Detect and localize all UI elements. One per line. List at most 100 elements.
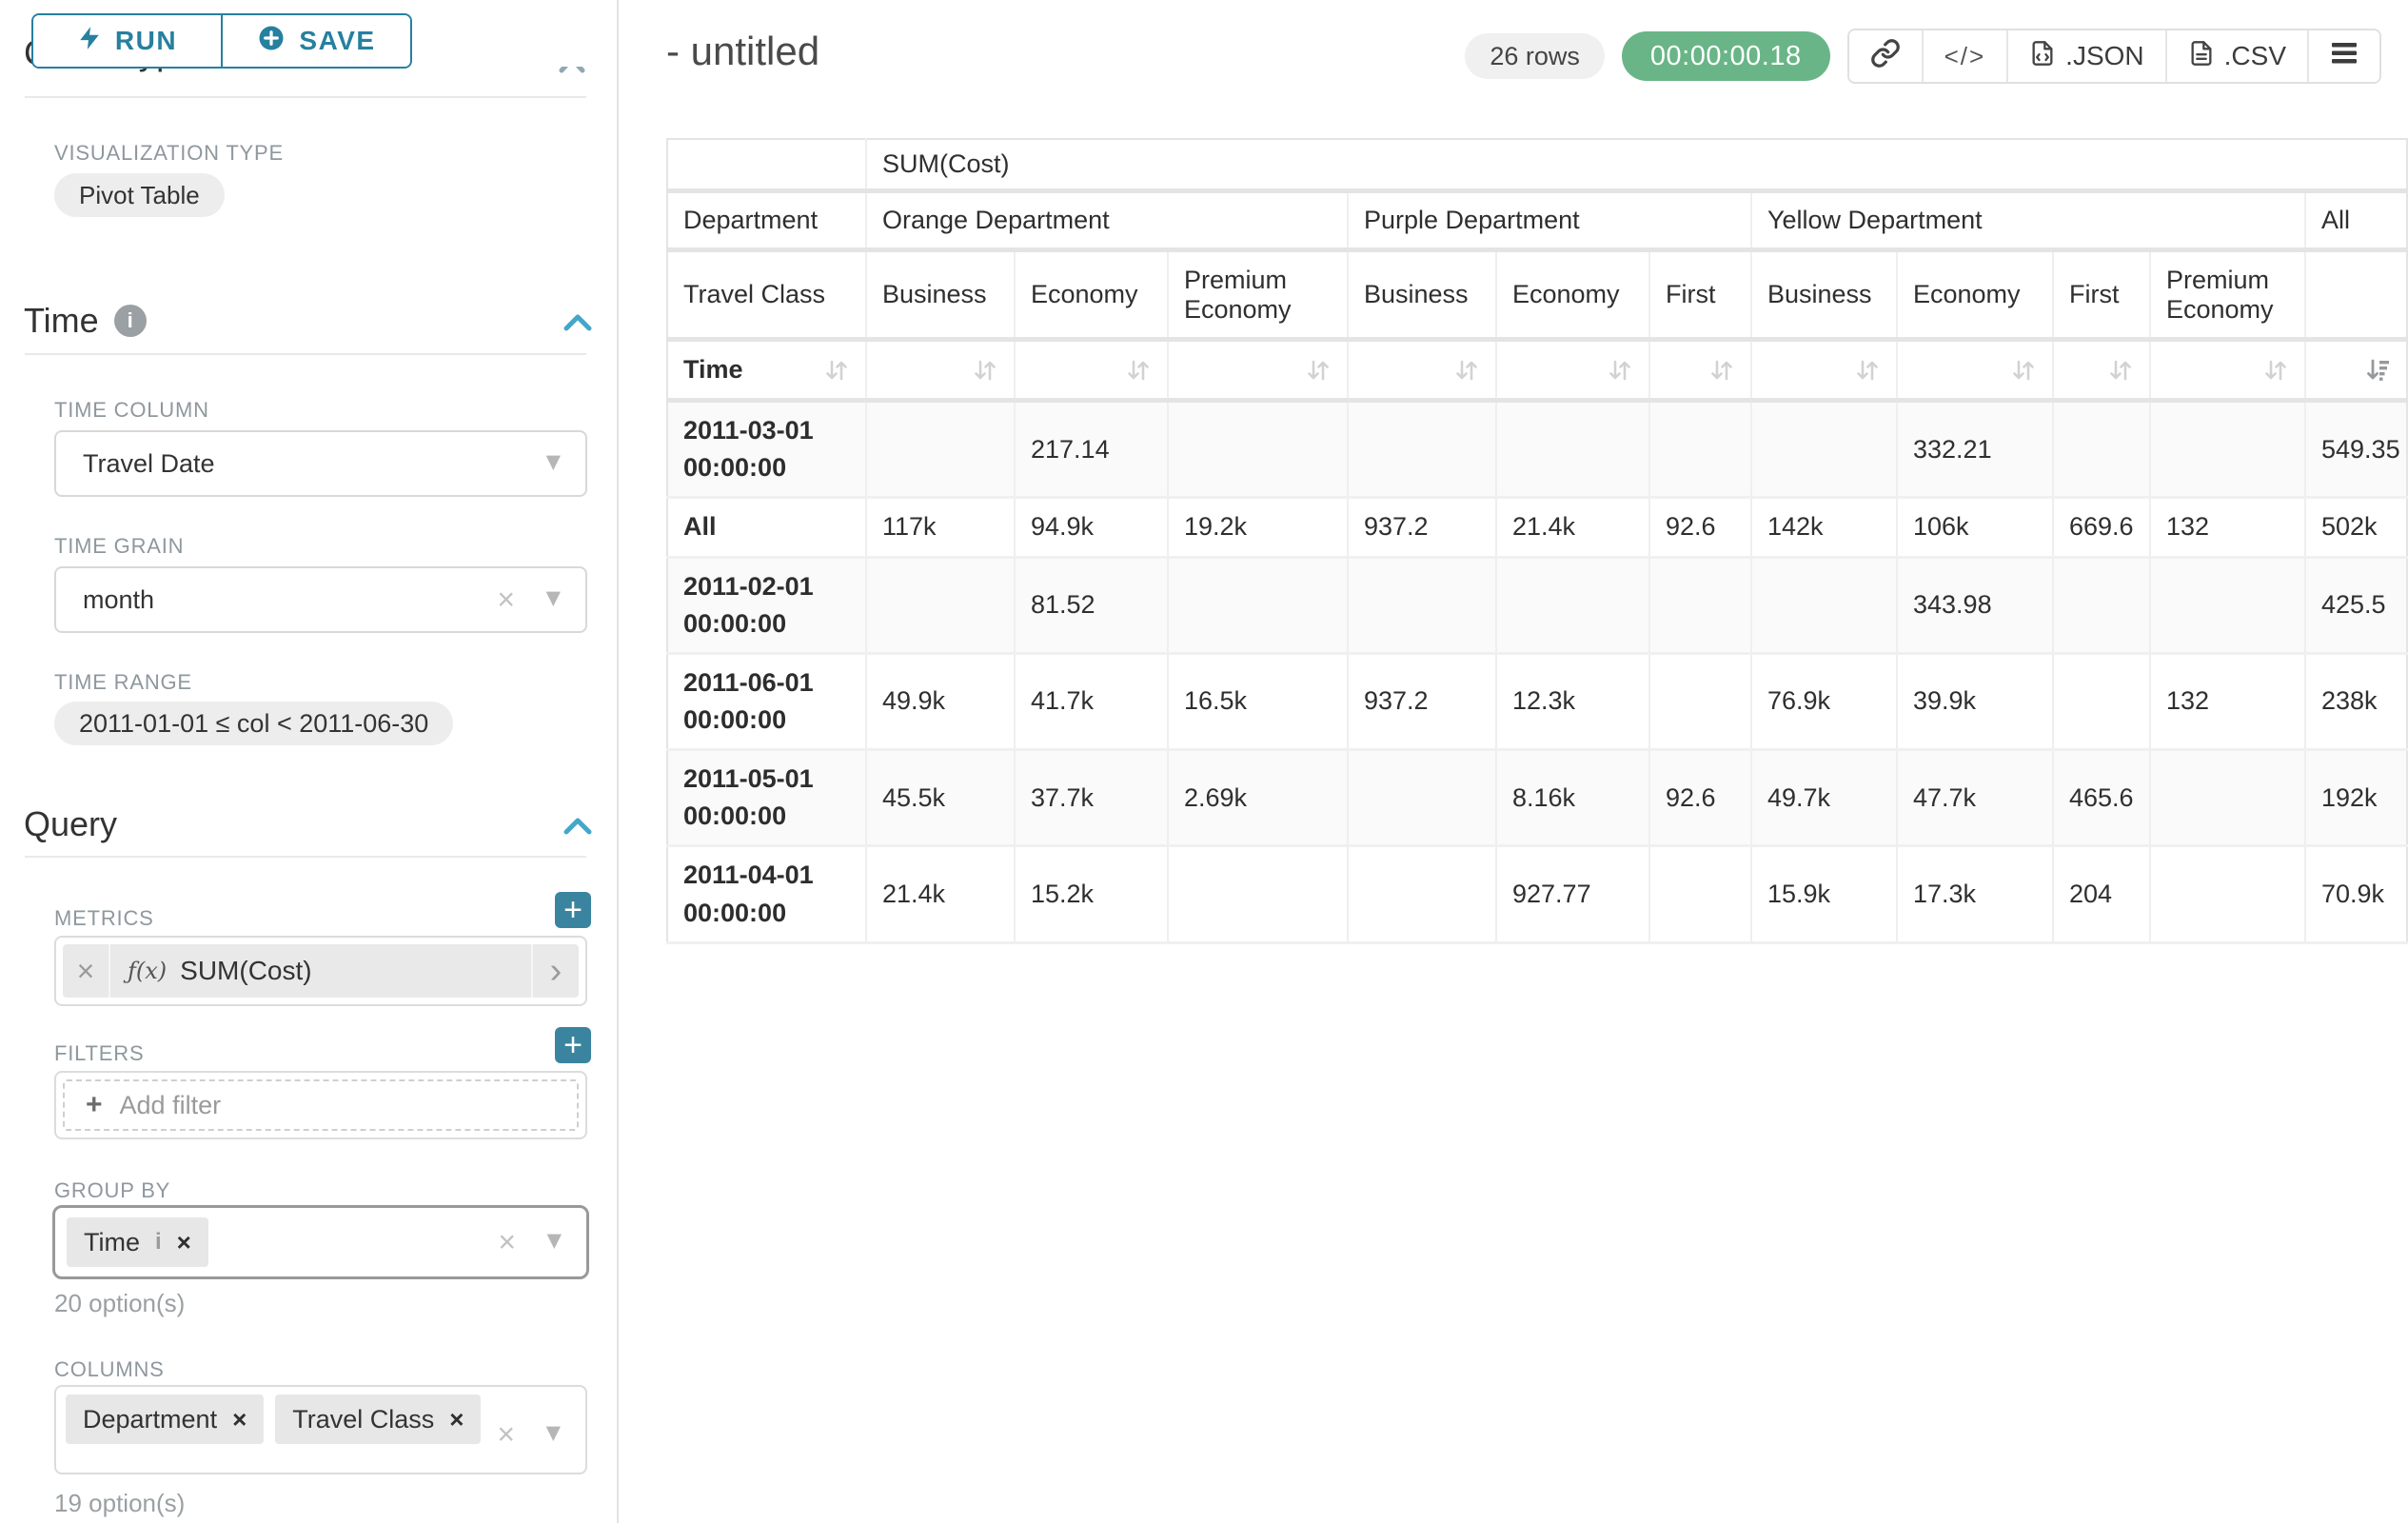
remove-tag-icon[interactable] (449, 1405, 464, 1434)
group-by-label: GROUP BY (54, 1178, 170, 1203)
pivot-cell: 17.3k (1897, 846, 2053, 942)
view-query-button[interactable] (1922, 30, 2007, 82)
code-icon (1944, 41, 1986, 71)
chart-type-collapse-chevron-icon[interactable] (558, 67, 586, 76)
pivot-cell: 192k (2305, 750, 2407, 846)
pivot-cell (1751, 557, 1897, 653)
clear-icon[interactable] (498, 1226, 516, 1256)
pivot-cell (2150, 557, 2305, 653)
sub-column-header: Business (1751, 250, 1897, 340)
sort-icon[interactable] (1708, 357, 1735, 384)
row-header: All (667, 498, 866, 557)
pivot-table: SUM(Cost) Department Orange Department P… (666, 138, 2408, 944)
column-group-header: Yellow Department (1751, 191, 2305, 250)
export-csv-button[interactable]: .CSV (2165, 30, 2307, 82)
pivot-cell: 937.2 (1348, 498, 1496, 557)
pivot-cell (2053, 401, 2150, 498)
export-json-button[interactable]: .JSON (2006, 30, 2164, 82)
share-link-button[interactable] (1849, 30, 1922, 82)
chevron-right-icon[interactable] (531, 944, 579, 998)
control-panel-sidebar: Chart Type RUN SAVE (0, 0, 619, 1523)
pivot-cell: 92.6 (1649, 498, 1751, 557)
pivot-cell: 92.6 (1649, 750, 1751, 846)
pivot-cell: 669.6 (2053, 498, 2150, 557)
time-column-select[interactable]: Travel Date (54, 430, 587, 497)
sub-column-header: First (2053, 250, 2150, 340)
pivot-cell (866, 401, 1015, 498)
sub-column-header: First (1649, 250, 1751, 340)
pivot-cell (2053, 557, 2150, 653)
sort-icon[interactable] (1854, 357, 1881, 384)
pivot-cell: 15.9k (1751, 846, 1897, 942)
clear-icon[interactable] (497, 1419, 515, 1450)
superset-explore-app: Chart Type RUN SAVE (0, 0, 2408, 1523)
pivot-cell: 117k (866, 498, 1015, 557)
columns-tag: Department (66, 1394, 264, 1444)
pivot-cell: 70.9k (2305, 846, 2407, 942)
chart-title[interactable]: - untitled (666, 29, 819, 74)
run-button[interactable]: RUN (33, 15, 223, 67)
pivot-cell: 45.5k (866, 750, 1015, 846)
chart-panel: - untitled 26 rows 00:00:00.18 (619, 0, 2408, 1523)
sub-column-header: Economy (1496, 250, 1649, 340)
pivot-cell: 549.35 (2305, 401, 2407, 498)
sort-icon[interactable] (1607, 357, 1633, 384)
info-icon[interactable] (114, 305, 147, 337)
sort-icon[interactable] (972, 357, 998, 384)
pivot-cell: 425.5 (2305, 557, 2407, 653)
pivot-cell: 21.4k (1496, 498, 1649, 557)
pivot-cell (1649, 557, 1751, 653)
metric-header-cell: SUM(Cost) (866, 139, 2407, 191)
pivot-cell: 132 (2150, 653, 2305, 749)
visualization-type-pill[interactable]: Pivot Table (54, 173, 225, 217)
columns-select[interactable]: Department Travel Class (54, 1385, 587, 1474)
pivot-cell (1168, 557, 1348, 653)
add-filter-button[interactable]: Add filter (63, 1079, 579, 1131)
pivot-cell (2150, 846, 2305, 942)
add-metric-button[interactable] (555, 892, 591, 928)
remove-tag-icon[interactable] (232, 1405, 247, 1434)
add-filter-plus-button[interactable] (555, 1027, 591, 1063)
column-group-header: Orange Department (866, 191, 1348, 250)
pivot-cell: 937.2 (1348, 653, 1496, 749)
sort-descending-active-icon[interactable] (2364, 357, 2391, 384)
clear-icon[interactable] (497, 583, 515, 614)
pivot-table-container: SUM(Cost) Department Orange Department P… (666, 138, 2408, 944)
travel-class-header-row: Travel Class Business Economy Premium Ec… (667, 250, 2407, 340)
query-collapse-chevron-icon[interactable] (562, 814, 594, 839)
sort-icon[interactable] (2107, 357, 2134, 384)
remove-tag-icon[interactable] (177, 1228, 191, 1257)
query-section-heading: Query (24, 804, 117, 844)
sort-icon[interactable] (2010, 357, 2037, 384)
save-button[interactable]: SAVE (223, 15, 410, 67)
divider (25, 96, 586, 98)
time-collapse-chevron-icon[interactable] (562, 310, 594, 335)
time-range-pill[interactable]: 2011-01-01 ≤ col < 2011-06-30 (54, 702, 453, 745)
pivot-cell: 76.9k (1751, 653, 1897, 749)
info-icon[interactable] (155, 1229, 162, 1256)
metric-pill[interactable]: ƒ(x) SUM(Cost) (63, 944, 579, 998)
group-by-options-count: 20 option(s) (54, 1289, 185, 1318)
pivot-cell: 217.14 (1015, 401, 1168, 498)
row-header: 2011-05-01 00:00:00 (667, 750, 866, 846)
sort-icon[interactable] (2262, 357, 2289, 384)
filters-label: FILTERS (54, 1041, 144, 1066)
group-by-select[interactable]: Time (52, 1205, 589, 1279)
pivot-cell: 15.2k (1015, 846, 1168, 942)
sub-column-header: Business (866, 250, 1015, 340)
sort-icon[interactable] (823, 357, 850, 384)
menu-button[interactable] (2307, 30, 2379, 82)
row-header: 2011-06-01 00:00:00 (667, 653, 866, 749)
time-range-label: TIME RANGE (54, 670, 192, 695)
time-grain-select[interactable]: month (54, 566, 587, 633)
pivot-cell: 343.98 (1897, 557, 2053, 653)
sort-icon[interactable] (1305, 357, 1332, 384)
pivot-cell: 21.4k (866, 846, 1015, 942)
link-icon (1870, 38, 1901, 75)
group-by-tag: Time (67, 1217, 208, 1267)
column-group-header: All (2305, 191, 2407, 250)
remove-metric-icon[interactable] (63, 944, 110, 998)
visualization-type-label: VISUALIZATION TYPE (54, 141, 284, 166)
sort-icon[interactable] (1125, 357, 1152, 384)
sort-icon[interactable] (1453, 357, 1480, 384)
